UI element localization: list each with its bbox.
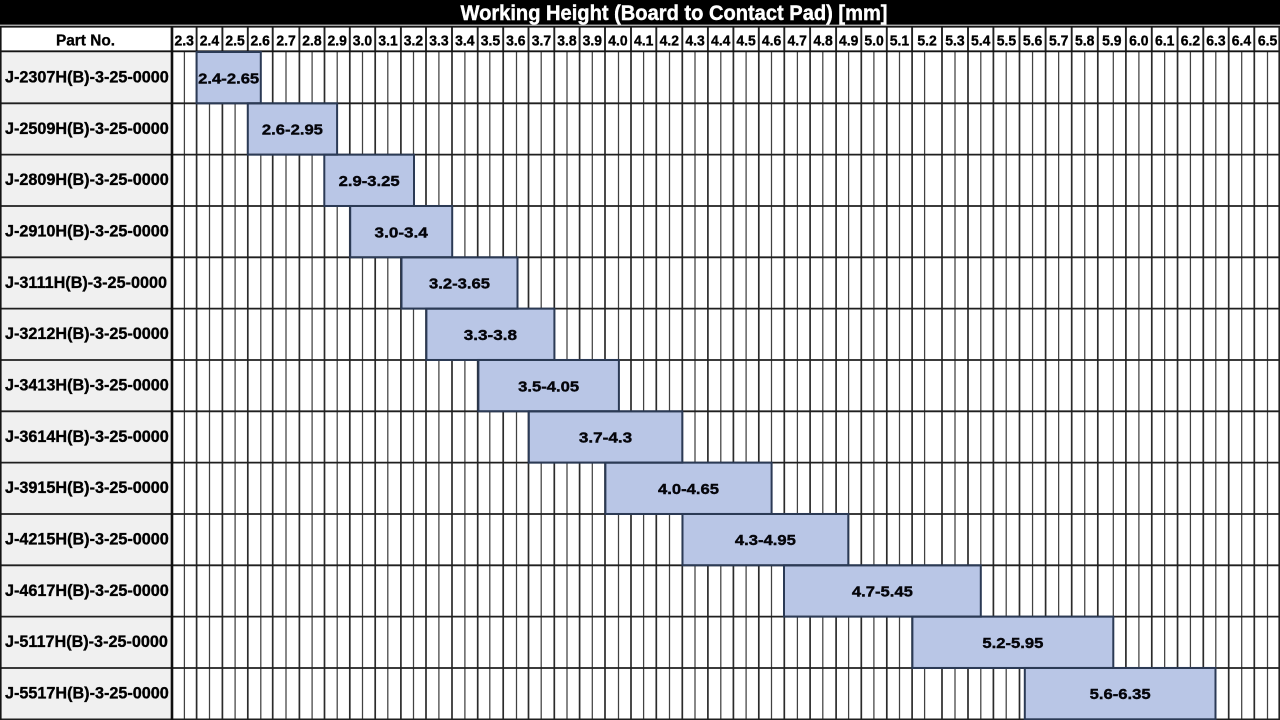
svg-text:3.0-3.4: 3.0-3.4 [375, 224, 429, 241]
svg-text:3.0: 3.0 [353, 33, 372, 50]
svg-text:3.3-3.8: 3.3-3.8 [464, 327, 517, 344]
svg-text:2.6: 2.6 [251, 33, 270, 50]
svg-text:4.7-5.45: 4.7-5.45 [852, 584, 914, 601]
svg-text:3.7-4.3: 3.7-4.3 [579, 430, 632, 447]
svg-text:2.7: 2.7 [276, 33, 295, 50]
svg-text:J-4617H(B)-3-25-0000: J-4617H(B)-3-25-0000 [5, 582, 169, 600]
svg-text:4.4: 4.4 [711, 33, 731, 50]
svg-text:4.8: 4.8 [813, 33, 832, 50]
svg-text:3.5: 3.5 [481, 33, 501, 50]
svg-text:6.0: 6.0 [1129, 33, 1148, 50]
svg-text:2.3: 2.3 [175, 33, 194, 50]
svg-text:4.6: 4.6 [762, 33, 781, 50]
svg-text:J-5117H(B)-3-25-0000: J-5117H(B)-3-25-0000 [5, 633, 168, 651]
svg-text:5.2: 5.2 [917, 33, 936, 50]
svg-text:J-3111H(B)-3-25-0000: J-3111H(B)-3-25-0000 [5, 274, 167, 292]
svg-text:3.7: 3.7 [532, 33, 551, 50]
svg-text:2.9: 2.9 [327, 33, 346, 50]
svg-text:3.3: 3.3 [429, 33, 448, 50]
svg-text:J-2307H(B)-3-25-0000: J-2307H(B)-3-25-0000 [5, 69, 169, 87]
svg-text:J-2910H(B)-3-25-0000: J-2910H(B)-3-25-0000 [5, 223, 169, 241]
svg-text:Working Height (Board to Conta: Working Height (Board to Contact Pad) [m… [461, 2, 888, 25]
svg-text:2.8: 2.8 [302, 33, 321, 50]
svg-text:5.6-6.35: 5.6-6.35 [1090, 686, 1152, 703]
svg-text:3.6: 3.6 [506, 33, 525, 50]
svg-text:5.1: 5.1 [890, 33, 910, 50]
svg-text:4.3-4.95: 4.3-4.95 [735, 532, 797, 549]
svg-text:J-3413H(B)-3-25-0000: J-3413H(B)-3-25-0000 [5, 377, 169, 395]
svg-text:J-3915H(B)-3-25-0000: J-3915H(B)-3-25-0000 [5, 479, 169, 497]
svg-text:6.1: 6.1 [1155, 33, 1175, 50]
svg-text:J-3614H(B)-3-25-0000: J-3614H(B)-3-25-0000 [5, 428, 169, 446]
svg-text:2.6-2.95: 2.6-2.95 [262, 122, 324, 139]
svg-text:5.6: 5.6 [1023, 33, 1042, 50]
svg-text:5.4: 5.4 [971, 33, 991, 50]
svg-text:3.1: 3.1 [378, 33, 398, 50]
svg-text:3.4: 3.4 [455, 33, 475, 50]
svg-text:5.9: 5.9 [1102, 33, 1121, 50]
svg-text:J-4215H(B)-3-25-0000: J-4215H(B)-3-25-0000 [5, 531, 169, 549]
svg-text:5.5: 5.5 [997, 33, 1017, 50]
svg-text:3.2: 3.2 [404, 33, 423, 50]
svg-text:5.2-5.95: 5.2-5.95 [982, 635, 1044, 652]
svg-text:J-2509H(B)-3-25-0000: J-2509H(B)-3-25-0000 [5, 120, 169, 138]
svg-text:2.9-3.25: 2.9-3.25 [339, 173, 401, 190]
svg-text:6.4: 6.4 [1232, 33, 1252, 50]
svg-text:5.7: 5.7 [1049, 33, 1068, 50]
svg-text:4.1: 4.1 [634, 33, 654, 50]
svg-text:3.9: 3.9 [583, 33, 602, 50]
svg-text:J-2809H(B)-3-25-0000: J-2809H(B)-3-25-0000 [5, 171, 169, 189]
svg-text:J-5517H(B)-3-25-0000: J-5517H(B)-3-25-0000 [5, 685, 169, 703]
svg-text:6.2: 6.2 [1181, 33, 1200, 50]
svg-text:6.3: 6.3 [1206, 33, 1225, 50]
svg-text:2.4: 2.4 [200, 33, 220, 50]
svg-text:5.3: 5.3 [945, 33, 964, 50]
svg-text:4.0-4.65: 4.0-4.65 [658, 481, 720, 498]
svg-text:2.5: 2.5 [225, 33, 245, 50]
svg-text:5.0: 5.0 [864, 33, 883, 50]
svg-text:4.2: 4.2 [660, 33, 679, 50]
svg-text:4.7: 4.7 [788, 33, 807, 50]
svg-text:Part No.: Part No. [56, 33, 115, 50]
svg-text:3.5-4.05: 3.5-4.05 [518, 378, 580, 395]
svg-text:4.9: 4.9 [839, 33, 858, 50]
svg-text:4.0: 4.0 [608, 33, 627, 50]
svg-text:J-3212H(B)-3-25-0000: J-3212H(B)-3-25-0000 [5, 325, 169, 343]
svg-text:4.5: 4.5 [736, 33, 756, 50]
svg-text:4.3: 4.3 [685, 33, 704, 50]
svg-text:3.8: 3.8 [557, 33, 576, 50]
svg-text:3.2-3.65: 3.2-3.65 [429, 276, 491, 293]
svg-text:6.5: 6.5 [1258, 33, 1278, 50]
svg-text:2.4-2.65: 2.4-2.65 [198, 70, 260, 87]
svg-text:5.8: 5.8 [1075, 33, 1094, 50]
